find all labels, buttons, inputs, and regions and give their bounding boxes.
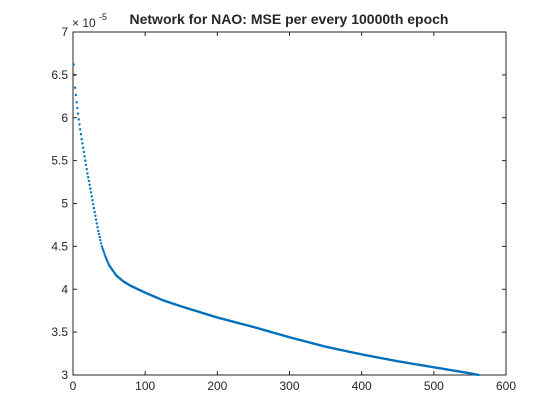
data-point: [93, 210, 96, 214]
data-point: [92, 202, 95, 206]
data-point: [95, 222, 99, 225]
data-point: [85, 168, 88, 171]
y-tick-label: 6: [61, 111, 68, 125]
x-axis: 0 100 200 300 400 500 600: [70, 32, 516, 393]
data-point: [102, 249, 105, 252]
x-tick-label: 100: [135, 379, 155, 393]
data-point: [91, 199, 94, 202]
data-point: [94, 218, 98, 221]
y-axis-exponent: × 10 -5: [72, 12, 107, 30]
x-tick-label: 600: [496, 379, 516, 393]
data-point: [79, 128, 82, 131]
y-tick-label: 4: [61, 282, 68, 296]
y-axis: 3 3.5 4 4.5 5 5.5 6 6.5 7: [51, 25, 506, 382]
x-tick-label: 300: [279, 379, 299, 393]
data-point: [78, 123, 81, 126]
chart-title: Network for NAO: MSE per every 10000th e…: [130, 11, 449, 27]
x-tick-label: 0: [70, 379, 77, 393]
y-exponent-base: × 10: [72, 16, 96, 30]
y-tick-label: 5.5: [51, 154, 68, 168]
data-series: [72, 63, 480, 377]
y-tick-label: 6.5: [51, 68, 68, 82]
data-point: [89, 187, 92, 190]
data-point: [90, 195, 93, 198]
data-point: [97, 232, 101, 236]
data-point: [99, 242, 103, 245]
x-tick-label: 500: [424, 379, 444, 393]
y-tick-label: 3.5: [51, 325, 68, 339]
x-tick-label: 200: [207, 379, 227, 393]
data-point: [77, 118, 80, 121]
data-point: [76, 106, 79, 110]
data-point: [80, 137, 83, 141]
data-point: [94, 214, 97, 218]
data-point: [88, 183, 91, 187]
data-point: [75, 101, 78, 104]
data-point: [87, 179, 91, 183]
y-exponent-power: -5: [99, 12, 107, 22]
data-point: [73, 86, 77, 89]
y-tick-label: 4.5: [51, 239, 68, 253]
data-point: [76, 112, 80, 115]
x-tick-label: 400: [352, 379, 372, 393]
y-tick-label: 3: [61, 368, 68, 382]
data-point: [100, 245, 104, 248]
data-point: [92, 206, 96, 210]
y-tick-label: 7: [61, 25, 68, 39]
data-point: [97, 229, 100, 233]
data-point: [101, 247, 104, 250]
data-point: [74, 93, 78, 97]
data-point: [96, 225, 99, 229]
data-point: [86, 172, 89, 175]
data-point: [86, 176, 90, 179]
data-point: [82, 150, 86, 154]
data-point: [72, 63, 75, 66]
data-point: [102, 251, 106, 254]
data-point: [103, 253, 106, 256]
data-point: [84, 159, 87, 162]
data-point: [79, 133, 83, 136]
data-point: [98, 235, 101, 239]
data-point: [81, 142, 84, 145]
data-point: [99, 239, 102, 242]
plot-area: [72, 31, 507, 376]
data-point: [89, 191, 93, 194]
data-point: [84, 163, 88, 167]
data-point: [81, 146, 85, 149]
data-point: [83, 155, 86, 158]
data-point: [477, 373, 480, 377]
y-tick-label: 5: [61, 197, 68, 211]
